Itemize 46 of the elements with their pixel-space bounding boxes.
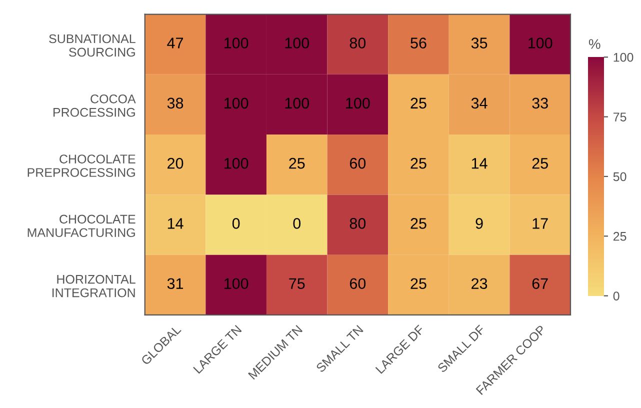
data-label: 67 xyxy=(532,278,548,290)
data-label: 100 xyxy=(224,38,248,48)
data-label: 100 xyxy=(224,98,248,109)
data-label: 25 xyxy=(289,158,305,169)
data-label: 17 xyxy=(532,218,548,229)
data-label: 100 xyxy=(346,98,370,109)
data-label: 100 xyxy=(285,38,310,48)
data-label: 60 xyxy=(350,278,366,290)
data-label: 25 xyxy=(532,158,548,169)
color-bar-label: 75 xyxy=(613,112,626,122)
data-label: 20 xyxy=(168,158,184,169)
data-label: 0 xyxy=(293,218,301,229)
data-label: 35 xyxy=(471,38,488,48)
data-label: 0 xyxy=(232,218,240,229)
data-label: 100 xyxy=(224,278,248,290)
data-label: 25 xyxy=(410,98,426,109)
y-tick-label: SUBNATIONAL SOURCING xyxy=(49,34,136,57)
data-label: 75 xyxy=(289,278,305,290)
data-label: 23 xyxy=(472,278,488,290)
data-label: 80 xyxy=(350,38,366,48)
data-label: 25 xyxy=(410,218,426,229)
data-label: 80 xyxy=(350,218,366,229)
data-label: 25 xyxy=(410,158,426,169)
y-tick-label: CHOCOLATE MANUFACTURING xyxy=(28,214,136,238)
data-label: 34 xyxy=(471,98,488,109)
y-tick-label: HORIZONTAL INTEGRATION xyxy=(52,274,136,298)
data-label: 14 xyxy=(168,218,184,229)
data-label: 31 xyxy=(167,278,184,290)
data-label: 9 xyxy=(476,218,483,229)
data-label: 100 xyxy=(528,38,552,48)
color-bar-title: % xyxy=(588,39,600,49)
color-bar-label: 100 xyxy=(614,52,634,62)
color-bar-label: 0 xyxy=(613,292,620,300)
color-bar-label: 50 xyxy=(613,172,626,182)
data-label: 47 xyxy=(167,38,183,48)
y-tick-label: COCOA PROCESSING xyxy=(54,94,136,117)
data-label: 25 xyxy=(410,278,426,290)
data-label: 100 xyxy=(224,158,248,169)
y-tick-label: CHOCOLATE PREPROCESSING xyxy=(28,154,136,177)
data-label: 60 xyxy=(350,158,366,169)
color-bar-label: 25 xyxy=(613,232,626,241)
data-label: 38 xyxy=(167,98,184,109)
data-label: 33 xyxy=(532,98,548,109)
data-label: 14 xyxy=(472,158,488,169)
data-label: 100 xyxy=(285,98,310,109)
data-label: 56 xyxy=(410,38,426,48)
